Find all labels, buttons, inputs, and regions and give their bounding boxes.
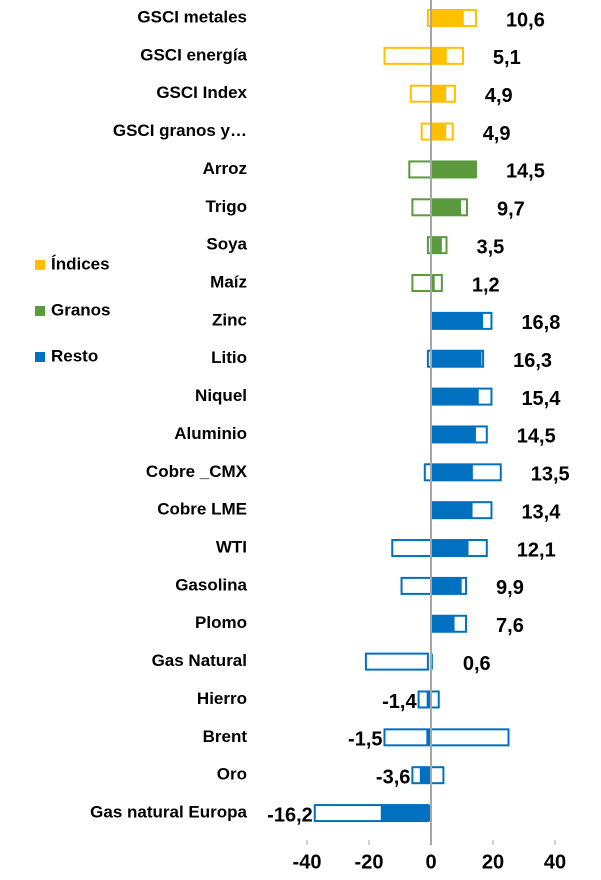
range-bar — [411, 274, 443, 293]
bar — [431, 312, 484, 329]
bar — [431, 10, 464, 26]
value-label: 9,9 — [496, 577, 524, 599]
x-tick-label: 40 — [544, 851, 566, 873]
range-bar — [409, 84, 456, 103]
category-label: Gas Natural — [152, 651, 247, 670]
range-bar — [383, 728, 510, 747]
value-label: 9,7 — [497, 199, 525, 221]
bar — [431, 502, 473, 519]
category-label: Hierro — [197, 689, 247, 708]
category-label: GSCI energía — [140, 45, 247, 64]
category-label: Cobre _CMX — [146, 462, 248, 481]
bar — [426, 729, 431, 746]
category-label: WTI — [216, 538, 247, 557]
bar — [431, 123, 447, 140]
bar — [431, 540, 469, 557]
value-label: 16,3 — [513, 350, 552, 372]
bar — [426, 691, 431, 708]
range-bar — [426, 236, 448, 255]
range-bar — [411, 198, 468, 217]
range-bar — [426, 349, 485, 368]
bar — [431, 388, 479, 405]
category-label: Arroz — [203, 159, 247, 178]
value-label: -1,4 — [382, 691, 417, 713]
legend-label: Granos — [51, 300, 111, 319]
bar — [431, 615, 455, 632]
value-label: 7,6 — [496, 615, 524, 637]
bar — [431, 577, 462, 594]
x-tick-label: 20 — [482, 851, 504, 873]
category-label: GSCI granos y… — [113, 121, 247, 140]
legend-swatch — [35, 352, 45, 362]
value-label: 3,5 — [477, 236, 505, 258]
bar — [431, 350, 482, 367]
value-label: 14,5 — [517, 426, 556, 448]
bar — [431, 464, 473, 481]
value-label: 4,9 — [485, 85, 513, 107]
category-label: Niquel — [195, 386, 247, 405]
value-label: 4,9 — [483, 123, 511, 145]
range-bar — [411, 766, 445, 785]
range-bar — [383, 46, 464, 65]
legend-label: Resto — [51, 346, 98, 365]
value-label: 14,5 — [506, 161, 545, 183]
value-label: -16,2 — [267, 804, 313, 826]
value-label: 16,8 — [521, 312, 560, 334]
x-tick-label: -40 — [293, 851, 322, 873]
legend-swatch — [35, 306, 45, 316]
category-label: Zinc — [212, 310, 247, 329]
category-label: GSCI metales — [137, 7, 247, 26]
value-label: 13,4 — [521, 501, 561, 523]
category-label: Brent — [203, 727, 248, 746]
category-label: GSCI Index — [156, 83, 247, 102]
x-tick-label: 0 — [425, 851, 436, 873]
value-label: 15,4 — [521, 388, 561, 410]
category-label: Gas natural Europa — [90, 803, 247, 822]
range-bar — [417, 690, 440, 709]
category-label: Plomo — [195, 613, 247, 632]
category-label: Aluminio — [174, 424, 247, 443]
range-bar — [408, 160, 477, 179]
legend-label: Índices — [51, 254, 110, 273]
range-bar — [400, 576, 468, 595]
category-label: Maíz — [210, 273, 247, 292]
value-label: -1,5 — [348, 729, 382, 751]
range-bar — [391, 539, 488, 558]
range-bar — [423, 463, 502, 482]
category-label: Litio — [211, 348, 247, 367]
bar — [419, 767, 431, 784]
category-label: Trigo — [205, 197, 247, 216]
value-label: 0,6 — [463, 653, 491, 675]
category-label: Soya — [206, 235, 247, 254]
legend-swatch — [35, 260, 45, 270]
x-tick-label: -20 — [355, 851, 384, 873]
range-bar — [426, 9, 477, 27]
bar — [431, 275, 435, 292]
range-bar — [364, 652, 429, 671]
bar — [380, 805, 431, 822]
bar — [431, 85, 447, 102]
value-label: -3,6 — [376, 766, 410, 788]
value-label: 5,1 — [493, 47, 521, 69]
bar — [431, 47, 447, 64]
bar — [431, 161, 476, 178]
value-label: 12,1 — [517, 539, 556, 561]
category-label: Cobre LME — [157, 500, 247, 519]
bar — [431, 426, 476, 443]
bar — [431, 199, 462, 216]
value-label: 10,6 — [506, 9, 545, 31]
bar — [431, 237, 442, 254]
range-bar — [420, 122, 454, 141]
category-label: Gasolina — [175, 575, 247, 594]
value-label: 13,5 — [531, 464, 570, 486]
category-label: Oro — [217, 765, 247, 784]
value-label: 1,2 — [472, 274, 500, 296]
range-bar — [313, 804, 429, 823]
